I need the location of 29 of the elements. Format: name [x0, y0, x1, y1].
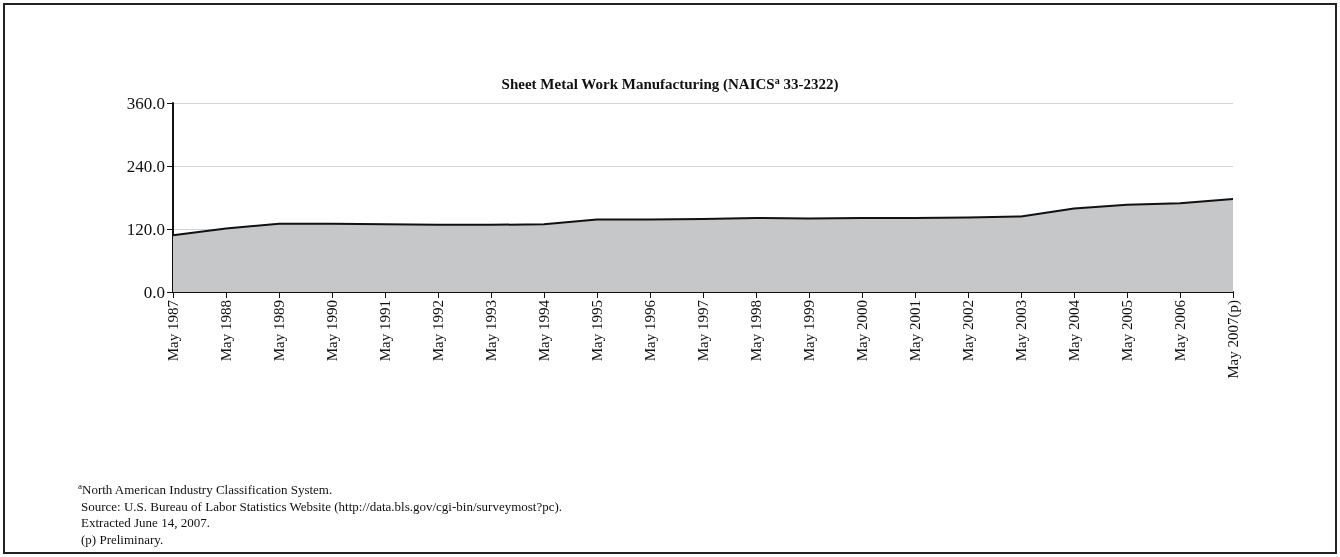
y-tick-label: 120.0 — [126, 219, 165, 239]
x-tick-label: May 2000 — [854, 300, 870, 362]
x-tick-label: May 1987 — [165, 299, 181, 362]
x-tick-label: May 1994 — [536, 299, 552, 362]
x-tick-label: May 1992 — [430, 300, 446, 362]
x-tick-label: May 2007(p) — [1225, 300, 1242, 379]
x-tick-label: May 1998 — [748, 300, 764, 362]
x-tick-label: May 2004 — [1066, 299, 1082, 362]
x-tick-label: May 2006 — [1172, 299, 1188, 362]
text: (p) Preliminary. — [80, 531, 165, 549]
text: Extracted June 14, 2007. — [80, 515, 211, 532]
text: $^{a}$North American Industry Classification System. — [78, 480, 334, 499]
source-note: Source: U.S. Bureau of Labor Statistics Website (http://data.bls.gov/cgi-bin/surveymost?pc). — [80, 498, 563, 516]
y-tick-label: 240.0 — [126, 156, 165, 176]
x-tick-label: May 1989 — [271, 300, 287, 362]
x-tick-label: May 1999 — [801, 300, 817, 362]
x-tick-label: May 1991 — [377, 300, 393, 362]
x-tick-label: May 2005 — [1119, 300, 1135, 362]
x-tick-label: May 1990 — [324, 300, 340, 362]
y-tick-label: 0.0 — [143, 282, 165, 302]
y-tick-label: 360.0 — [126, 93, 165, 113]
x-tick-label: May 1993 — [483, 300, 499, 362]
x-tick-label: May 1995 — [589, 300, 605, 362]
x-tick-label: May 1988 — [218, 300, 234, 362]
x-tick-label: May 2002 — [960, 300, 976, 362]
x-tick-label: May 2001 — [907, 300, 923, 362]
x-tick-label: May 1997 — [695, 299, 711, 362]
x-tick-label: May 2003 — [1013, 300, 1029, 362]
x-tick-label: May 1996 — [642, 299, 658, 362]
